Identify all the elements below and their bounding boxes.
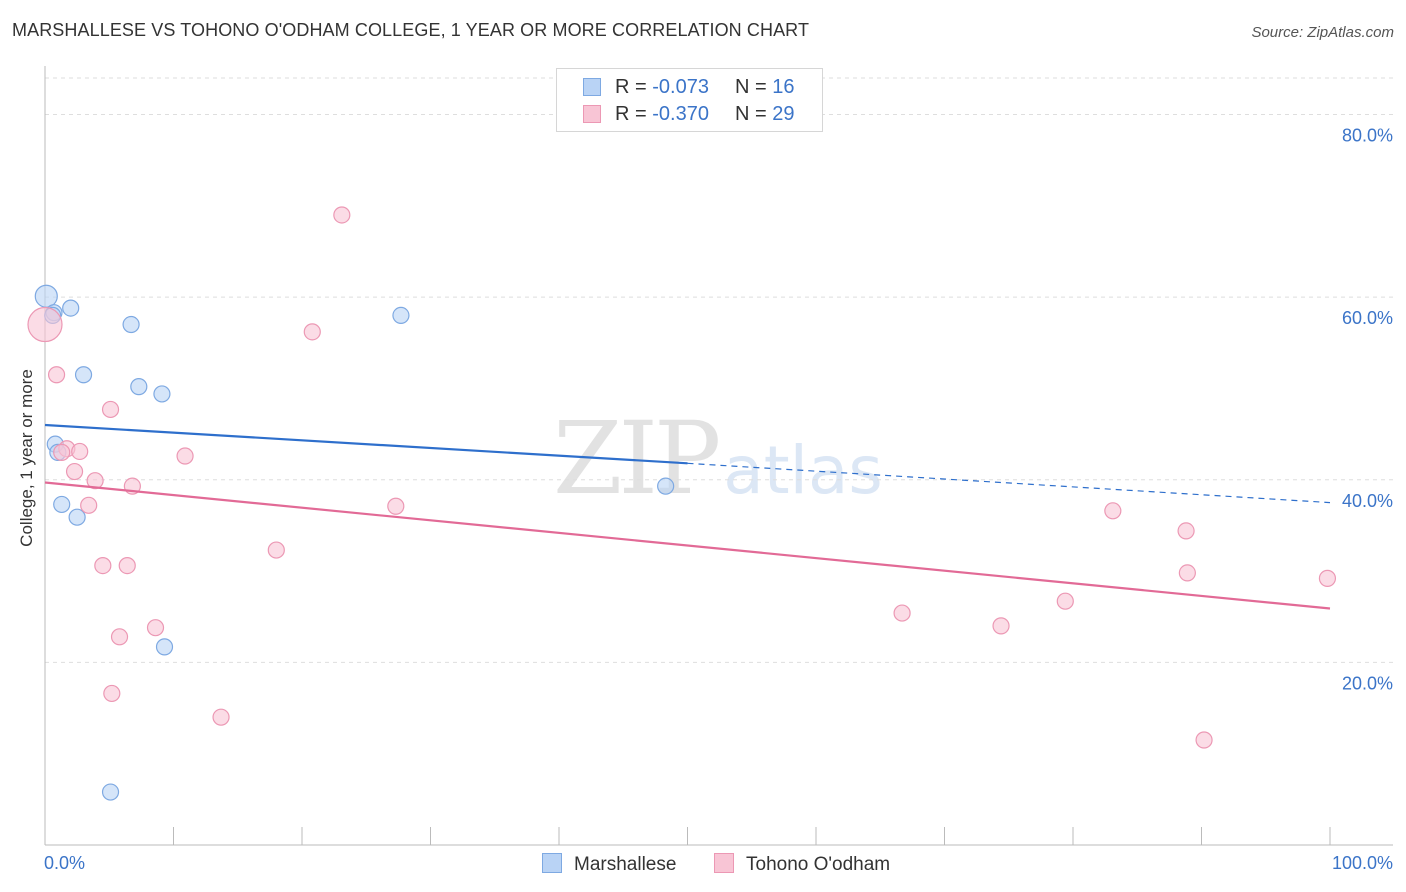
tohono-point xyxy=(1195,731,1213,749)
legend-swatch-tohono xyxy=(714,853,734,874)
tohono-point xyxy=(387,497,405,515)
stats-box: R = -0.073 N = 16 R = -0.370 N = 29 xyxy=(556,68,823,132)
marshallese-point xyxy=(68,508,86,526)
tohono-point xyxy=(333,206,351,224)
tohono-point xyxy=(992,617,1010,635)
legend-label-tohono: Tohono O'odham xyxy=(746,854,891,875)
x-tick-label: 100.0% xyxy=(1332,853,1393,873)
tohono-point xyxy=(212,708,230,726)
tohono-swatch xyxy=(583,105,601,123)
legend-item-marshallese[interactable]: Marshallese xyxy=(542,852,676,878)
marshallese-point xyxy=(122,315,140,334)
watermark: ZIPatlas xyxy=(553,400,883,517)
tohono-r: R = -0.370 xyxy=(615,100,709,128)
y-tick-label: 20.0% xyxy=(1342,673,1393,693)
tohono-point xyxy=(110,628,129,646)
y-tick-label: 40.0% xyxy=(1342,491,1393,511)
tohono-n-value: 29 xyxy=(772,103,795,125)
marshallese-r-value: -0.073 xyxy=(652,76,709,98)
tohono-point xyxy=(146,619,165,637)
tohono-point xyxy=(1104,502,1122,520)
marshallese-point xyxy=(62,299,80,317)
legend-swatch-marshallese xyxy=(542,853,562,874)
tohono-point xyxy=(53,443,71,461)
source-credit: Source: ZipAtlas.com xyxy=(1251,24,1394,41)
tohono-point xyxy=(303,323,321,341)
chart-title: MARSHALLESE VS TOHONO O'ODHAM COLLEGE, 1… xyxy=(12,20,810,40)
marshallese-point xyxy=(53,495,71,514)
watermark-zip: ZIP xyxy=(553,400,721,517)
tohono-point xyxy=(27,306,63,343)
tohono-point xyxy=(118,556,136,575)
marshallese-point xyxy=(392,306,410,325)
marshallese-n: N = 16 xyxy=(735,73,795,101)
tohono-point xyxy=(103,684,121,703)
marshallese-n-value: 16 xyxy=(772,76,795,98)
marshallese-trendline xyxy=(44,423,688,465)
legend: Marshallese Tohono O'odham xyxy=(0,852,1406,878)
x-tick-label: 0.0% xyxy=(44,853,85,873)
tohono-point xyxy=(65,462,84,481)
y-tick-label: 60.0% xyxy=(1342,308,1393,328)
tohono-point xyxy=(1178,564,1196,582)
tohono-point xyxy=(86,472,104,490)
tohono-r-label: R = xyxy=(615,103,647,125)
marshallese-swatch xyxy=(583,78,601,96)
tohono-point xyxy=(101,400,120,419)
legend-label-marshallese: Marshallese xyxy=(574,854,677,875)
tohono-point xyxy=(893,604,911,622)
tohono-point xyxy=(80,496,98,514)
marshallese-point xyxy=(153,385,171,403)
tohono-trendline xyxy=(44,481,1331,610)
tohono-r-value: -0.370 xyxy=(652,103,709,125)
marshallese-point xyxy=(74,366,93,384)
marshallese-r-label: R = xyxy=(615,76,647,98)
tohono-n: N = 29 xyxy=(735,100,795,128)
marshallese-point xyxy=(657,477,675,495)
tohono-point xyxy=(94,556,112,575)
tohono-point xyxy=(71,442,89,461)
marshallese-n-label: N = xyxy=(735,76,767,98)
tohono-point xyxy=(267,541,285,559)
marshallese-r: R = -0.073 xyxy=(615,73,709,101)
marshallese-point xyxy=(101,783,120,801)
tohono-point xyxy=(1318,569,1337,587)
marshallese-point xyxy=(34,284,58,308)
tohono-n-label: N = xyxy=(735,103,767,125)
y-tick-label: 80.0% xyxy=(1342,126,1393,146)
legend-item-tohono[interactable]: Tohono O'odham xyxy=(714,852,890,878)
tohono-point xyxy=(176,447,194,465)
tohono-point xyxy=(1056,592,1074,610)
marshallese-point xyxy=(155,638,174,656)
marshallese-trendline-extension xyxy=(687,462,1331,504)
tohono-point xyxy=(1177,522,1195,540)
marshallese-point xyxy=(130,378,148,396)
tohono-point xyxy=(47,366,66,384)
